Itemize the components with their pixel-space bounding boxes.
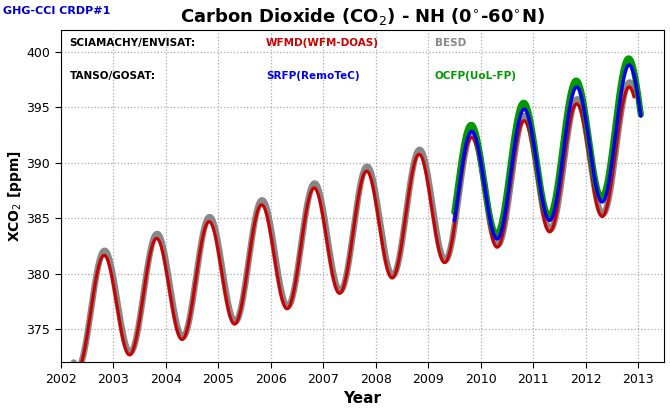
Text: WFMD(WFM-DOAS): WFMD(WFM-DOAS) xyxy=(266,38,379,48)
Text: GHG-CCI CRDP#1: GHG-CCI CRDP#1 xyxy=(3,6,111,16)
Text: OCFP(UoL-FP): OCFP(UoL-FP) xyxy=(435,71,517,82)
Y-axis label: XCO$_2$ [ppm]: XCO$_2$ [ppm] xyxy=(5,150,23,242)
Text: SRFP(RemoTeC): SRFP(RemoTeC) xyxy=(266,71,360,82)
X-axis label: Year: Year xyxy=(344,391,381,407)
Text: TANSO/GOSAT:: TANSO/GOSAT: xyxy=(70,71,155,82)
Title: Carbon Dioxide (CO$_2$) - NH (0$^{\circ}$-60$^{\circ}$N): Carbon Dioxide (CO$_2$) - NH (0$^{\circ}… xyxy=(180,5,545,26)
Text: SCIAMACHY/ENVISAT:: SCIAMACHY/ENVISAT: xyxy=(70,38,196,48)
Text: BESD: BESD xyxy=(435,38,466,48)
